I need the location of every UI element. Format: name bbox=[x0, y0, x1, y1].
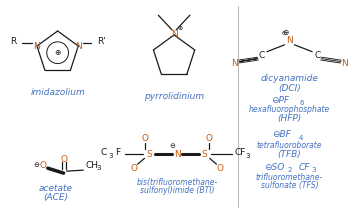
Text: N: N bbox=[34, 42, 40, 50]
Text: N: N bbox=[174, 150, 180, 159]
Text: ⊖: ⊖ bbox=[282, 29, 289, 37]
Text: N: N bbox=[342, 59, 348, 68]
Text: O: O bbox=[60, 155, 67, 164]
Text: O: O bbox=[217, 164, 224, 173]
Text: trifluoromethane-: trifluoromethane- bbox=[256, 173, 323, 181]
Text: tetrafluoroborate: tetrafluoroborate bbox=[257, 141, 322, 150]
Text: N: N bbox=[75, 42, 82, 50]
Text: acetate: acetate bbox=[38, 184, 73, 193]
Text: ⊖SO: ⊖SO bbox=[265, 163, 285, 172]
Text: R': R' bbox=[98, 37, 106, 46]
Text: (TFB): (TFB) bbox=[278, 150, 301, 159]
Text: CH: CH bbox=[85, 161, 98, 170]
Text: 4: 4 bbox=[299, 135, 303, 141]
Text: C: C bbox=[259, 51, 265, 60]
Text: sulfonate (TFS): sulfonate (TFS) bbox=[261, 181, 318, 190]
Text: S: S bbox=[202, 150, 208, 159]
Text: R: R bbox=[10, 37, 16, 46]
Text: 3: 3 bbox=[96, 165, 101, 171]
Text: hexafluorophosphate: hexafluorophosphate bbox=[249, 105, 330, 114]
Text: ⊖PF: ⊖PF bbox=[271, 96, 289, 105]
Text: 6: 6 bbox=[299, 100, 304, 106]
Text: F: F bbox=[115, 148, 120, 157]
Text: imidazolium: imidazolium bbox=[30, 88, 85, 97]
Text: (HFP): (HFP) bbox=[278, 114, 302, 123]
Text: S: S bbox=[147, 150, 152, 159]
Text: Θ: Θ bbox=[282, 32, 287, 36]
Text: N: N bbox=[231, 59, 238, 68]
Text: ⊕: ⊕ bbox=[55, 48, 61, 57]
Text: O: O bbox=[39, 161, 46, 170]
Text: 3: 3 bbox=[245, 153, 250, 159]
Text: (ACE): (ACE) bbox=[43, 193, 68, 202]
Text: (DCI): (DCI) bbox=[278, 84, 301, 93]
Text: N: N bbox=[286, 36, 293, 45]
Text: O: O bbox=[205, 134, 212, 143]
Text: pyrrolidinium: pyrrolidinium bbox=[144, 92, 204, 101]
Text: sulfonyl)imide (BTI): sulfonyl)imide (BTI) bbox=[140, 186, 214, 195]
Text: 3: 3 bbox=[108, 153, 113, 159]
Text: CF: CF bbox=[299, 163, 310, 172]
Text: 2: 2 bbox=[288, 167, 292, 173]
Text: ⊖: ⊖ bbox=[33, 162, 39, 168]
Text: N: N bbox=[171, 30, 177, 39]
Text: ⊖BF: ⊖BF bbox=[272, 130, 291, 139]
Text: C: C bbox=[101, 148, 107, 157]
Text: ⊕: ⊕ bbox=[177, 26, 183, 30]
Text: C: C bbox=[314, 51, 320, 60]
Text: O: O bbox=[142, 134, 149, 143]
Text: CF: CF bbox=[234, 148, 246, 157]
Text: dicyanamide: dicyanamide bbox=[261, 74, 318, 83]
Text: ⊖: ⊖ bbox=[169, 144, 175, 150]
Text: O: O bbox=[130, 164, 137, 173]
Text: bis(trifluoromethane-: bis(trifluoromethane- bbox=[136, 177, 218, 187]
Text: 3: 3 bbox=[311, 167, 316, 173]
